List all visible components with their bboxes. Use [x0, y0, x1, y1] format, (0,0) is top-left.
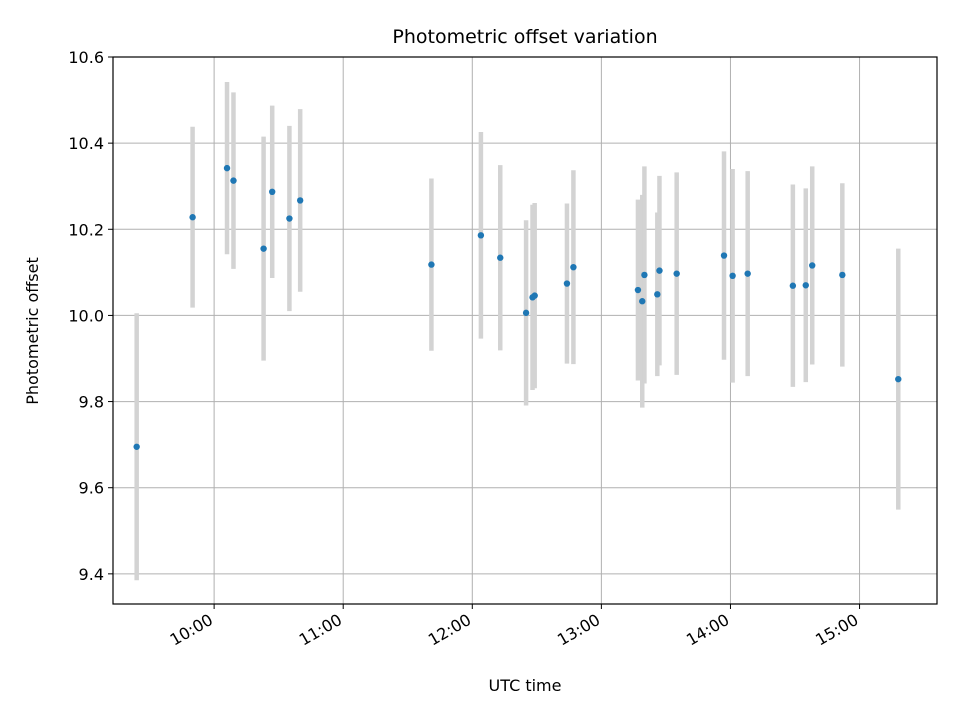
data-point: [230, 177, 237, 184]
y-tick-label: 10.6: [68, 48, 104, 67]
data-point: [639, 298, 646, 305]
data-point: [522, 309, 530, 317]
data-point: [654, 291, 661, 298]
data-point: [656, 267, 663, 274]
chart-title: Photometric offset variation: [392, 26, 657, 48]
y-tick-label: 10.0: [68, 306, 104, 325]
y-tick-label: 10.4: [68, 134, 104, 153]
data-points: [133, 164, 902, 450]
data-point: [477, 232, 485, 239]
data-point: [286, 215, 293, 222]
data-point: [673, 270, 680, 277]
data-point: [802, 282, 809, 289]
plot-frame: [112, 56, 938, 605]
data-point: [497, 254, 504, 261]
data-point: [260, 245, 267, 252]
y-tick-label: 9.6: [79, 479, 104, 498]
data-point: [634, 286, 642, 294]
data-point: [809, 262, 816, 269]
data-point: [428, 261, 435, 268]
data-point: [839, 271, 846, 279]
data-point: [570, 263, 577, 271]
data-point: [531, 292, 538, 299]
y-tick-label: 9.8: [79, 393, 104, 412]
y-axis: 9.4 9.6 9.8 10.0 10.2 10.4 10.6: [68, 48, 113, 584]
data-point: [641, 271, 648, 279]
data-point: [895, 375, 902, 383]
data-point: [269, 188, 276, 196]
data-point: [223, 164, 231, 172]
data-point: [720, 252, 728, 259]
y-tick-label: 10.2: [68, 220, 104, 239]
data-point: [296, 197, 304, 204]
y-tick-label: 9.4: [79, 565, 104, 584]
data-point: [789, 282, 797, 289]
data-point: [563, 280, 571, 287]
data-point: [189, 214, 196, 221]
x-axis-title: UTC time: [489, 676, 562, 695]
y-axis-title: Photometric offset: [23, 257, 42, 405]
data-point: [133, 443, 140, 450]
data-point: [744, 270, 751, 277]
data-point: [729, 272, 736, 279]
